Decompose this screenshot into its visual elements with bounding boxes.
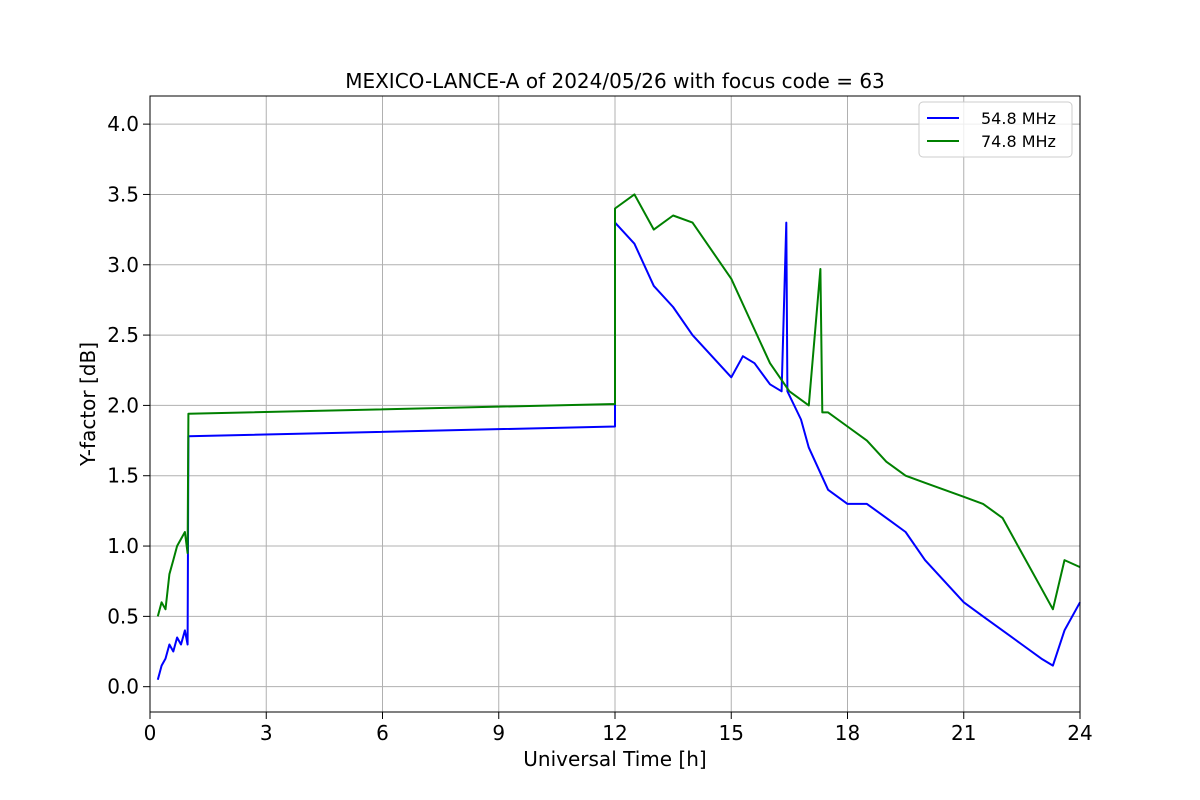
x-tick-label: 15 — [719, 721, 744, 745]
legend-box — [918, 101, 1073, 158]
legend-label: 74.8 MHz — [981, 132, 1056, 151]
x-tick-label: 24 — [1067, 721, 1092, 745]
legend-label: 54.8 MHz — [981, 109, 1056, 128]
chart-title: MEXICO-LANCE-A of 2024/05/26 with focus … — [345, 69, 885, 93]
x-tick-label: 3 — [260, 721, 273, 745]
y-tick-label: 3.0 — [107, 253, 139, 277]
x-tick-label: 9 — [492, 721, 505, 745]
x-tick-label: 12 — [602, 721, 627, 745]
y-tick-label: 2.0 — [107, 393, 139, 417]
y-tick-label: 0.0 — [107, 675, 139, 699]
x-tick-label: 6 — [376, 721, 389, 745]
y-tick-label: 4.0 — [107, 112, 139, 136]
y-tick-label: 1.5 — [107, 464, 139, 488]
y-tick-label: 0.5 — [107, 604, 139, 628]
y-tick-label: 1.0 — [107, 534, 139, 558]
x-tick-label: 21 — [951, 721, 976, 745]
x-axis-label: Universal Time [h] — [523, 747, 706, 771]
x-tick-label: 18 — [835, 721, 860, 745]
series-line-74-8-mhz — [156, 193, 1081, 617]
series-line-54-8-mhz — [156, 221, 1081, 680]
axis-ticks: 0 3 6 9 12 15 18 21 24 0.0 0.5 1.0 1.5 2.0 2.5 3.0 3.5 4.… — [107, 112, 1093, 745]
plot-series — [156, 193, 1081, 680]
y-tick-label: 2.5 — [107, 323, 139, 347]
legend: 54.8 MHz 74.8 MHz — [918, 101, 1073, 158]
y-axis-label: Y-factor [dB] — [76, 342, 100, 467]
x-tick-label: 0 — [144, 721, 157, 745]
y-tick-label: 3.5 — [107, 182, 139, 206]
